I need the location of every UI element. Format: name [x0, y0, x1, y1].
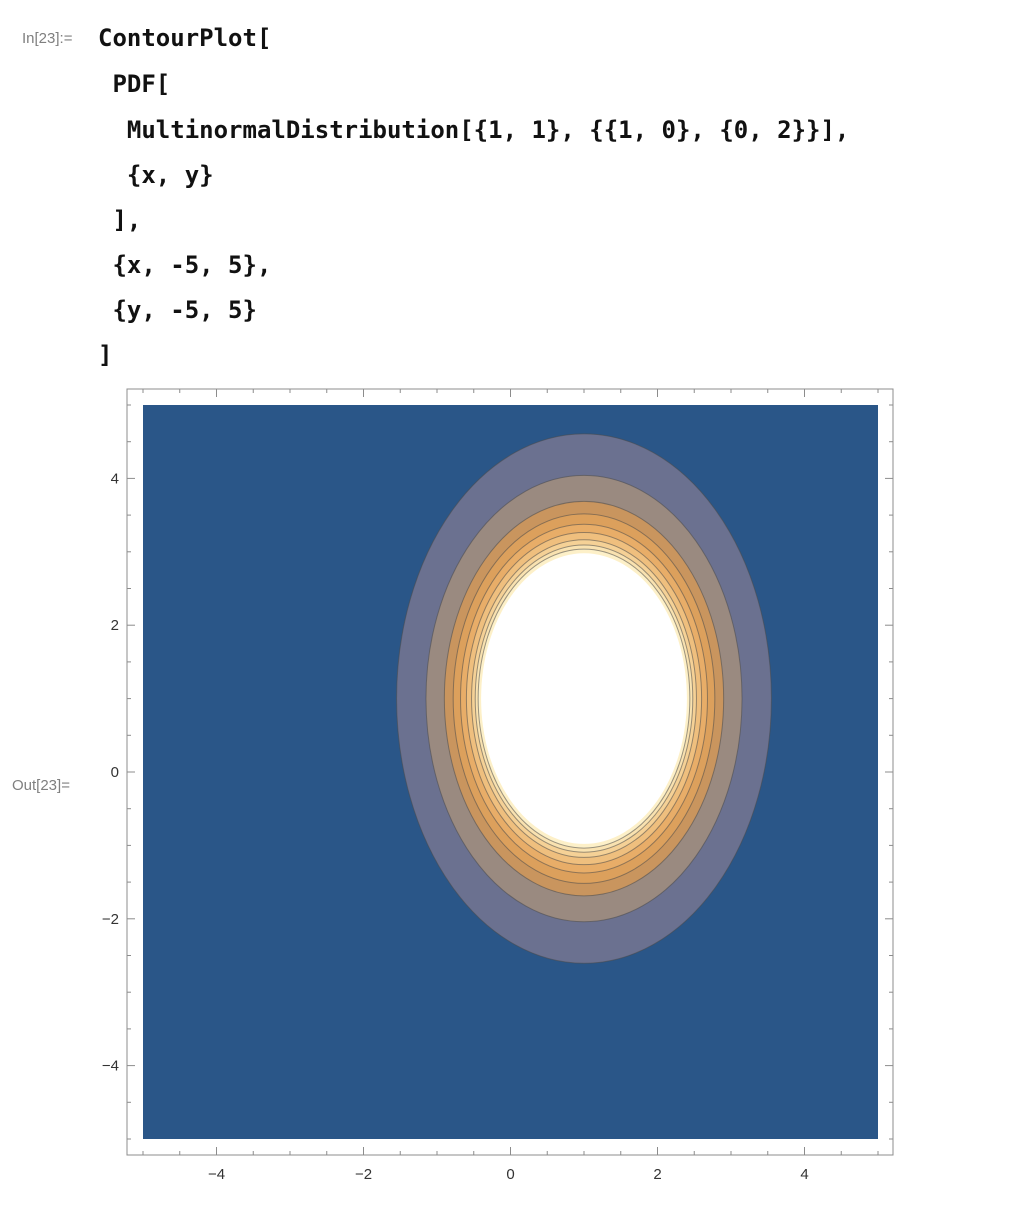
output-label: Out[23]= [12, 777, 70, 794]
y-tick-label: −4 [102, 1058, 119, 1075]
y-tick-label: 2 [111, 617, 119, 634]
contour-bands [396, 433, 772, 964]
code-line[interactable]: PDF[ [98, 70, 171, 98]
axis-ticks [127, 389, 893, 1155]
axis-tick-labels: −4 −2 0 2 4 4 2 0 −2 −4 [102, 470, 809, 1183]
code-line[interactable]: ] [98, 341, 113, 369]
code-line[interactable]: ContourPlot[ [98, 24, 272, 52]
code-line[interactable]: {x, y} [98, 161, 214, 189]
code-line[interactable]: {x, -5, 5}, [98, 251, 272, 279]
x-tick-label: −4 [208, 1166, 225, 1183]
y-tick-label: 0 [111, 764, 119, 781]
x-tick-label: 2 [653, 1166, 661, 1183]
x-tick-label: 0 [506, 1166, 514, 1183]
contour-band [481, 553, 687, 844]
code-line[interactable]: {y, -5, 5} [98, 296, 257, 324]
code-line[interactable]: ], [98, 206, 142, 234]
x-tick-label: −2 [355, 1166, 372, 1183]
input-label: In[23]:= [22, 30, 73, 47]
y-tick-label: −2 [102, 911, 119, 928]
code-line[interactable]: MultinormalDistribution[{1, 1}, {{1, 0},… [98, 116, 850, 144]
x-tick-label: 4 [800, 1166, 808, 1183]
y-tick-label: 4 [111, 470, 119, 487]
